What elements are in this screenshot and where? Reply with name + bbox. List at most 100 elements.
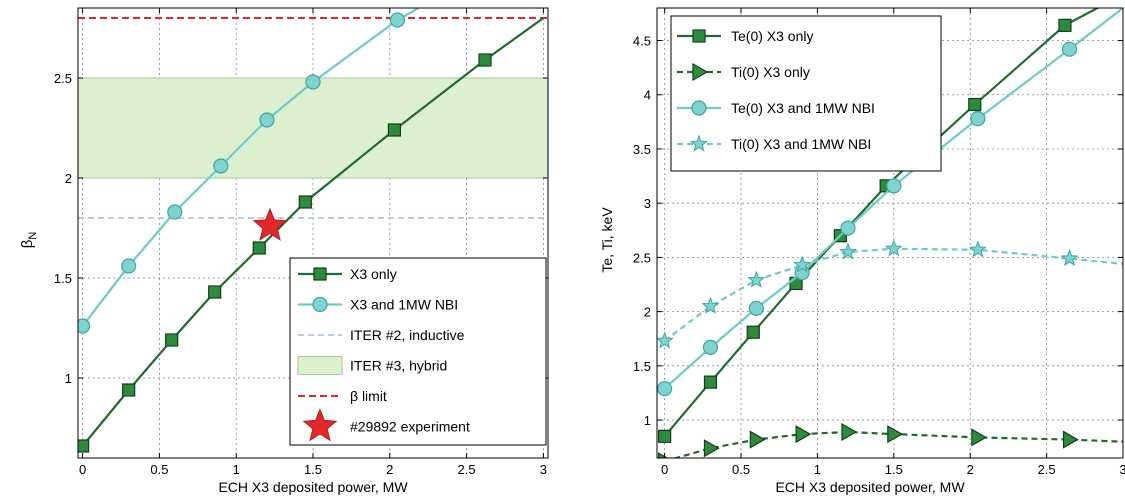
right-series-marker-2: [657, 381, 673, 397]
right-legend-label: Ti(0) X3 and 1MW NBI: [731, 136, 871, 152]
right-legend-sample-marker: [692, 29, 706, 43]
left-x-axis-label: ECH X3 deposited power, MW: [218, 479, 408, 495]
right-series-marker-2: [1061, 41, 1078, 57]
right-y-tick-label: 3.5: [633, 142, 651, 157]
right-series-marker-1: [795, 425, 812, 444]
left-legend-label: X3 and 1MW NBI: [350, 297, 458, 313]
left-legend-label: ITER #3, hybrid: [350, 358, 447, 374]
left-legend-sample-marker: [313, 267, 327, 281]
left-legend-box: [289, 257, 547, 446]
right-series-marker-3: [839, 242, 857, 260]
left-reference-lines: [78, 17, 548, 219]
left-experiment-point: [252, 207, 288, 241]
right-legend-sample-marker: [692, 62, 709, 82]
right-series-marker-2: [840, 220, 856, 236]
left-series-marker-0: [78, 439, 90, 453]
left-series-marker-1: [389, 12, 406, 28]
left-y-tick-label: 1: [65, 371, 72, 386]
right-legend-sample-marker: [690, 134, 708, 152]
right-series-marker-3: [968, 240, 987, 258]
right-series: [657, 8, 1123, 458]
right-x-tick-label: 2: [967, 462, 974, 477]
right-series-marker-1: [971, 428, 988, 447]
left-x-tick-label: 1: [233, 462, 240, 477]
left-series: [78, 8, 545, 453]
right-series-marker-3: [884, 239, 903, 257]
left-y-axis-label-main: β: [19, 239, 36, 248]
right-series-marker-3: [657, 331, 674, 349]
left-series-marker-1: [78, 318, 91, 334]
right-y-tick-label: 2: [644, 305, 651, 320]
left-iter3-band: [77, 77, 549, 179]
left-y-axis-label-sub: N: [27, 232, 39, 240]
right-x-axis-label: ECH X3 deposited power, MW: [775, 479, 965, 495]
right-y-tick-label: 4: [644, 88, 651, 103]
right-x-tick-label: 1: [814, 462, 821, 477]
left-x-tick-label: 0: [79, 462, 86, 477]
right-series-marker-1: [841, 422, 858, 442]
right-series-marker-3: [793, 255, 812, 273]
right-series-marker-3: [701, 296, 720, 314]
left-series-marker-0: [298, 195, 312, 209]
right-series-marker-2: [970, 111, 986, 127]
left-series-marker-0: [122, 383, 136, 397]
left-series-marker-0: [165, 333, 179, 347]
left-x-tick-label: 3: [540, 462, 547, 477]
right-series-marker-3: [1060, 249, 1079, 267]
left-y-tick-label: 1.5: [54, 271, 72, 286]
left-legend-sample-marker: [312, 296, 328, 313]
left-legend-label: β limit: [350, 388, 387, 404]
left-x-tick-label: 2: [386, 462, 393, 477]
left-series-marker-0: [252, 241, 266, 255]
right-series-marker-0: [703, 375, 718, 389]
iter3-hybrid-band: [77, 77, 549, 179]
left-series-line-1: [81, 8, 421, 327]
right-series-marker-0: [1058, 18, 1072, 32]
right-series-marker-0: [746, 325, 760, 339]
right-series-marker-3: [747, 270, 766, 288]
left-series-marker-0: [387, 123, 402, 137]
left-x-tick-label: 2.5: [458, 462, 476, 477]
left-series-marker-1: [213, 158, 229, 174]
left-series-marker-1: [305, 74, 321, 90]
left-legend-label: ITER #2, inductive: [350, 327, 465, 343]
left-x-tick-label: 0.5: [150, 462, 168, 477]
right-plot-border: [656, 7, 1124, 459]
right-x-tick-label: 0: [661, 462, 668, 477]
left-series-marker-1: [167, 204, 183, 220]
left-series-marker-1: [259, 112, 275, 128]
right-legend-sample-marker: [691, 100, 707, 116]
left-series-marker-0: [478, 53, 492, 67]
right-legend-label: Ti(0) X3 only: [731, 64, 810, 80]
right-y-tick-label: 4.5: [633, 34, 651, 49]
right-series-marker-0: [658, 429, 672, 443]
right-y-tick-label: 1: [644, 413, 651, 428]
left-legend: X3 only X3 and 1MW NBI ITER #2, inductive I…: [289, 257, 547, 446]
right-y-tick-label: 1.5: [633, 359, 651, 374]
right-series-marker-1: [887, 425, 904, 444]
right-series-marker-2: [702, 339, 719, 355]
right-x-tick-label: 2.5: [1038, 462, 1056, 477]
right-series-marker-1: [703, 439, 720, 458]
right-series-marker-1: [749, 430, 766, 449]
right-ticks: 0 0.5 1 1.5 2 2.5 3 1 1.5 2 2.5 3 3.5 4 4.5: [633, 8, 1125, 477]
left-y-tick-label: 2: [65, 171, 72, 186]
left-y-axis-label: βN: [19, 232, 39, 249]
right-y-tick-label: 2.5: [633, 250, 651, 265]
left-legend-label: #29892 experiment: [350, 419, 470, 435]
right-legend: Te(0) X3 only Ti(0) X3 only Te(0) X3 and 1…: [670, 15, 942, 172]
right-series-line-1: [672, 430, 1123, 458]
right-y-axis-label: Te, Ti, keV: [599, 207, 615, 273]
left-series-marker-1: [121, 258, 137, 274]
right-y-tick-label: 3: [644, 196, 651, 211]
left-legend-sample: [297, 356, 343, 375]
left-x-tick-label: 1.5: [304, 462, 322, 477]
right-series-marker-0: [968, 97, 982, 112]
right-series-marker-2: [886, 178, 902, 194]
right-legend-label: Te(0) X3 and 1MW NBI: [731, 100, 875, 116]
left-series-marker-0: [208, 285, 222, 299]
right-chart: 0 0.5 1 1.5 2 2.5 3 1 1.5 2 2.5 3 3.5 4 4.5 ECH X3 dep…: [599, 7, 1125, 495]
right-legend-label: Te(0) X3 only: [731, 28, 813, 44]
left-chart: 0 0.5 1 1.5 2 2.5 3 1 1.5 2 2.5 ECH X3 deposited p…: [19, 7, 549, 495]
